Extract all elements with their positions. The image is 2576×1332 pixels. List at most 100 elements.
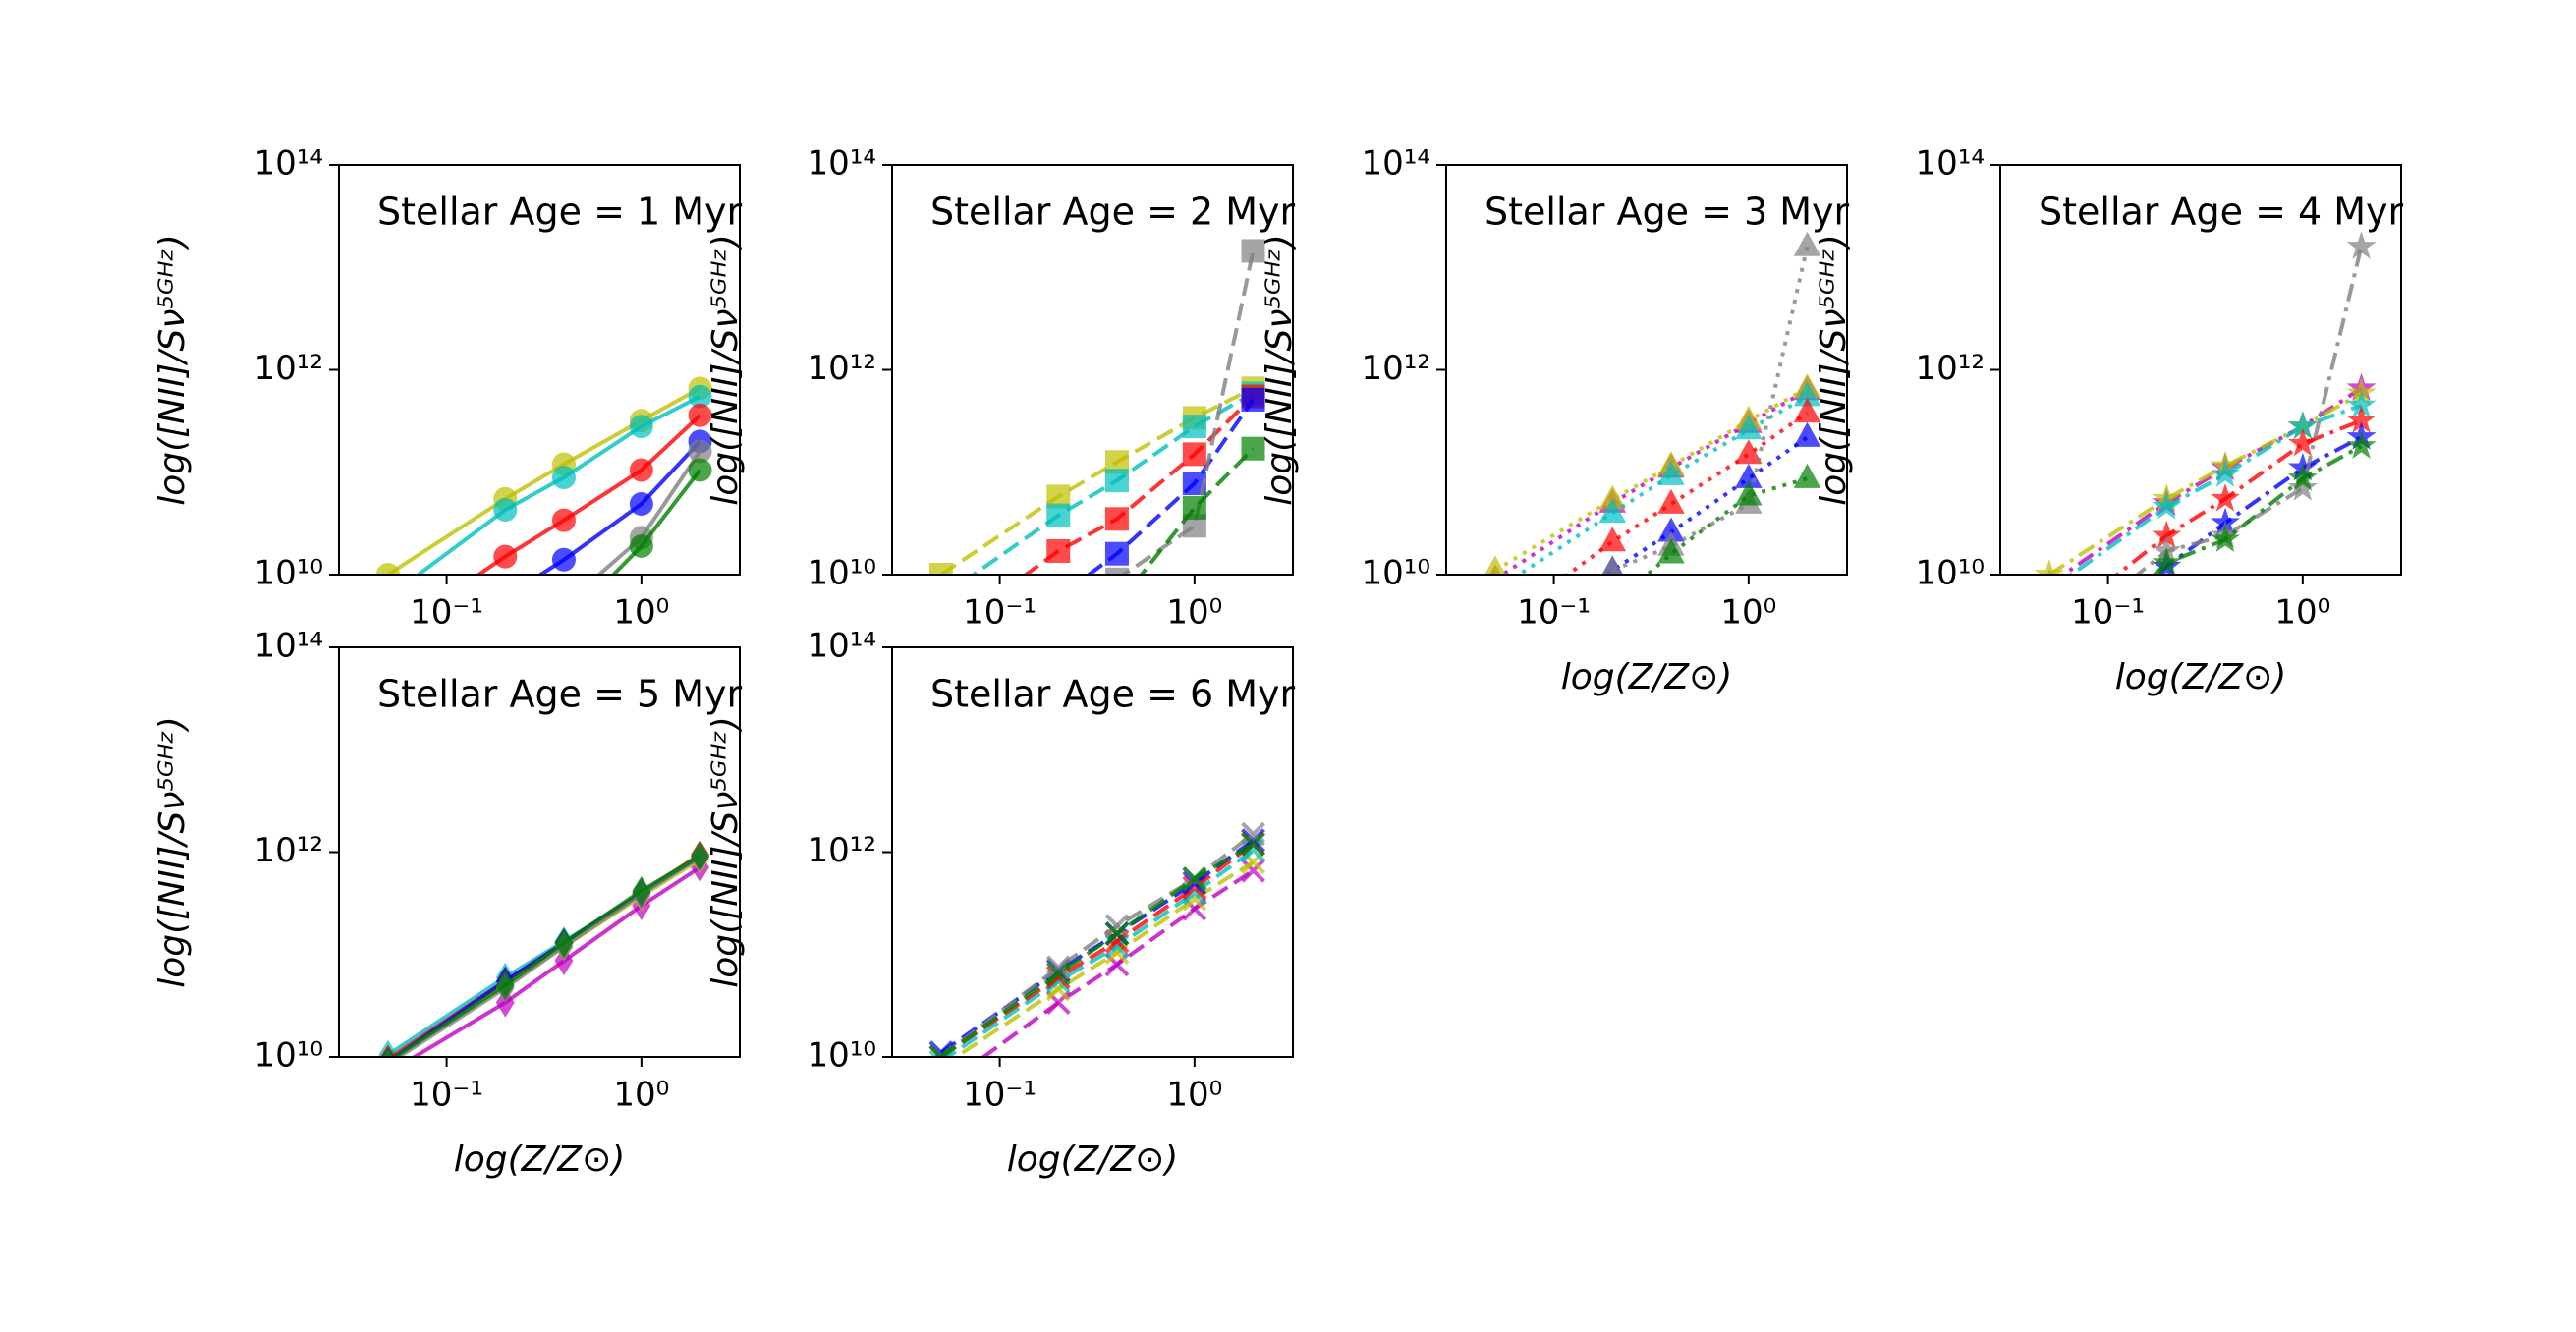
x-tick-label: 10⁻¹ (963, 1076, 1036, 1115)
marker (1735, 480, 1763, 506)
x-tick-label: 10⁻¹ (410, 1076, 483, 1115)
y-tick-label: 10¹⁴ (807, 627, 876, 666)
marker (1045, 955, 1071, 980)
marker (2287, 427, 2318, 457)
marker (2152, 547, 2182, 575)
marker (551, 508, 576, 532)
marker (1657, 488, 1685, 514)
panel: 10¹⁰ 10¹² 10¹⁴ 10⁻¹ 10⁰ Stellar Age = 6 Myr lo… (705, 627, 1296, 1181)
marker (1045, 961, 1071, 986)
marker (1241, 239, 1265, 263)
marker (1598, 497, 1627, 524)
y-tick-label: 10¹⁰ (253, 1036, 323, 1076)
y-tick-label: 10¹⁴ (1915, 144, 1985, 184)
marker (1182, 415, 1206, 439)
marker (1735, 439, 1763, 465)
series-line (1493, 386, 1809, 573)
marker (1104, 541, 1129, 566)
series-line (1601, 246, 1810, 575)
marker (1104, 914, 1130, 939)
y-tick-label: 10¹⁰ (807, 1036, 876, 1076)
panel-title: Stellar Age = 4 Myr (2039, 191, 2404, 234)
y-tick-label: 10¹² (1361, 349, 1430, 388)
x-tick-label: 10⁻¹ (963, 593, 1036, 633)
marker (554, 927, 574, 958)
y-tick-label: 10¹⁴ (253, 144, 323, 184)
series-line (610, 469, 702, 575)
marker (629, 415, 653, 439)
plot-area (928, 239, 1265, 575)
marker (1601, 555, 1624, 575)
y-tick-label: 10¹⁴ (253, 627, 323, 666)
marker (1182, 495, 1206, 520)
marker (928, 563, 953, 575)
marker (495, 971, 515, 1001)
marker (1793, 421, 1821, 447)
x-tick-label: 10⁰ (2274, 593, 2330, 633)
marker (1104, 507, 1129, 531)
marker (2210, 483, 2240, 512)
marker (928, 1044, 954, 1057)
y-tick-label: 10¹² (1915, 349, 1985, 388)
y-tick-label: 10¹⁰ (807, 554, 876, 593)
x-axis-label: log(Z/Z⊙) (454, 1139, 626, 1180)
marker (2287, 472, 2318, 501)
marker (1182, 442, 1206, 467)
marker (2152, 491, 2182, 520)
marker (1484, 555, 1506, 575)
x-axis-label: log(Z/Z⊙) (1561, 657, 1733, 697)
marker (1598, 527, 1627, 552)
y-tick-label: 10¹⁰ (253, 554, 323, 593)
panel-title: Stellar Age = 3 Myr (1484, 191, 1850, 234)
y-tick-label: 10¹⁴ (1361, 144, 1430, 184)
marker (2210, 524, 2240, 553)
y-tick-label: 10¹⁰ (1361, 554, 1430, 593)
y-axis-label: log([NII]/Sν⁵ᴳᴴᶻ) (152, 234, 193, 506)
marker (1735, 415, 1763, 440)
marker (2287, 463, 2318, 491)
marker (1241, 831, 1265, 857)
x-tick-label: 10⁰ (1166, 1076, 1222, 1115)
marker (493, 497, 518, 522)
panel: 10¹⁰ 10¹² 10¹⁴ 10⁻¹ 10⁰ Stellar Age = 3 Myr lo… (1260, 144, 1850, 698)
plot-area (378, 839, 709, 1057)
panel-title: Stellar Age = 6 Myr (930, 673, 1296, 716)
marker (2346, 430, 2377, 459)
marker (688, 458, 712, 482)
x-tick-label: 10⁰ (613, 593, 669, 633)
y-axis-label: log([NII]/Sν⁵ᴳᴴᶻ) (152, 716, 193, 988)
marker (1241, 821, 1265, 847)
panel-title: Stellar Age = 1 Myr (377, 191, 743, 234)
marker (1182, 875, 1207, 901)
marker (381, 1046, 395, 1057)
y-tick-label: 10¹² (253, 349, 323, 388)
x-tick-label: 10⁻¹ (410, 593, 483, 633)
marker (632, 875, 651, 906)
marker (1182, 866, 1207, 891)
y-axis-label: log([NII]/Sν⁵ᴳᴴᶻ) (705, 234, 746, 506)
marker (691, 841, 709, 871)
y-tick-label: 10¹² (807, 349, 876, 388)
marker (1046, 538, 1071, 563)
marker (1046, 503, 1071, 527)
y-tick-label: 10¹² (807, 831, 876, 870)
marker (1793, 231, 1821, 256)
plot-area (375, 376, 712, 575)
marker (1793, 463, 1821, 488)
panel-title: Stellar Age = 5 Myr (377, 673, 743, 716)
panel: 10¹⁰ 10¹² 10¹⁴ 10⁻¹ 10⁰ Stellar Age = 2 Myr lo… (705, 144, 1296, 633)
panel-title: Stellar Age = 2 Myr (930, 191, 1296, 234)
y-tick-label: 10¹⁰ (1915, 554, 1985, 593)
marker (1104, 921, 1130, 946)
marker (629, 492, 653, 517)
marker (551, 547, 576, 572)
x-tick-label: 10⁻¹ (1517, 593, 1591, 633)
series-line (2068, 403, 2363, 575)
x-axis-label: log(Z/Z⊙) (2115, 657, 2287, 697)
marker (1793, 398, 1821, 423)
plot-area (2034, 231, 2377, 575)
marker (1045, 965, 1071, 990)
